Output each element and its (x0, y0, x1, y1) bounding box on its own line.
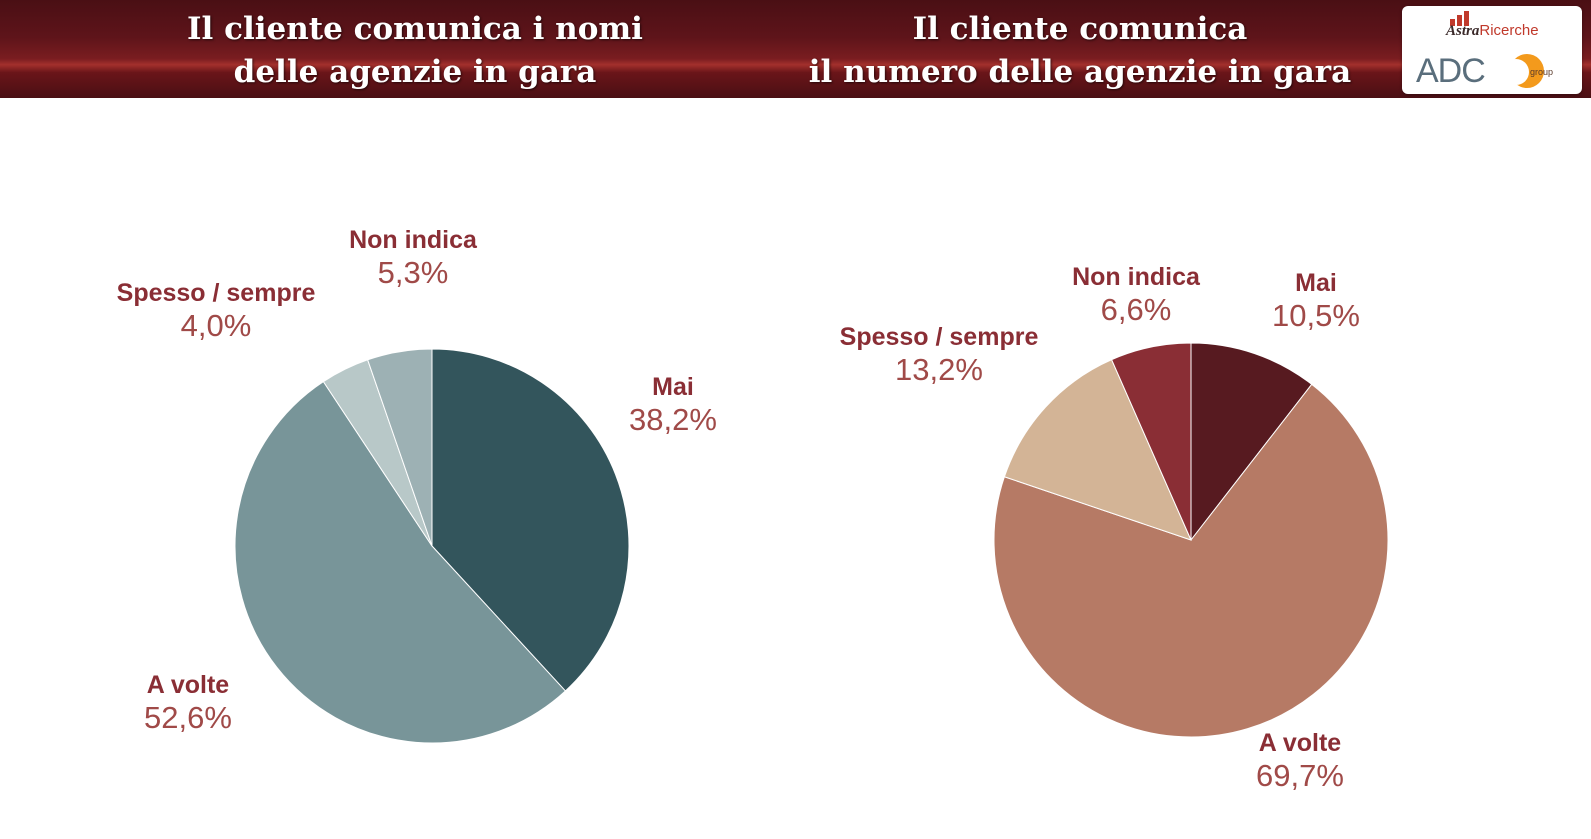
label-value: 13,2% (895, 352, 983, 387)
label-left-spesso-sempre: Spesso / sempre 4,0% (96, 278, 336, 344)
ricerche-logo-text: Ricerche (1479, 22, 1539, 39)
right-title-line-1: Il cliente comunica (912, 11, 1248, 47)
pie-charts (234, 342, 1389, 744)
label-value: 4,0% (180, 308, 252, 343)
label-name: A volte (1258, 729, 1342, 757)
label-left-non-indica: Non indica 5,3% (328, 225, 498, 291)
label-name: Non indica (1072, 263, 1200, 291)
label-right-non-indica: Non indica 6,6% (1051, 262, 1221, 328)
astra-ricerche-logo: AstraRicerche (1446, 22, 1539, 40)
label-name: A volte (146, 671, 230, 699)
pie-slice-non-indica (367, 348, 433, 547)
label-right-mai: Mai 10,5% (1236, 268, 1396, 334)
pie-slice-mai (1190, 342, 1313, 542)
company-logo: AstraRicerche ADC group (1402, 6, 1582, 94)
label-name: Mai (1295, 269, 1337, 297)
pie-chart-numero (993, 342, 1389, 738)
label-value: 38,2% (629, 402, 717, 437)
astra-bars-icon (1450, 11, 1469, 26)
label-name: Spesso / sempre (116, 279, 316, 307)
label-name: Non indica (349, 226, 477, 254)
left-title-line-2: delle agenzie in gara (233, 54, 597, 90)
left-title-line-1: Il cliente comunica i nomi (187, 11, 643, 47)
label-value: 6,6% (1100, 292, 1172, 327)
group-logo-text: group (1530, 67, 1554, 77)
label-left-mai: Mai 38,2% (593, 372, 753, 438)
label-value: 5,3% (377, 255, 449, 290)
label-right-spesso-sempre: Spesso / sempre 13,2% (819, 322, 1059, 388)
label-name: Spesso / sempre (839, 323, 1039, 351)
label-left-a-volte: A volte 52,6% (108, 670, 268, 736)
pie-slice-a-volte (993, 383, 1389, 738)
pie-slice-mai (431, 348, 630, 692)
label-value: 52,6% (144, 700, 232, 735)
adc-circle-inner (1503, 59, 1529, 85)
pie-slice-a-volte (234, 380, 567, 744)
label-value: 69,7% (1256, 758, 1344, 793)
left-chart-title: Il cliente comunica i nomi delle agenzie… (140, 8, 690, 94)
right-title-line-2: il numero delle agenzie in gara (808, 54, 1352, 90)
right-chart-title: Il cliente comunica il numero delle agen… (790, 8, 1370, 94)
label-right-a-volte: A volte 69,7% (1220, 728, 1380, 794)
pie-slice-non-indica (1110, 342, 1192, 541)
pie-chart-nomi (234, 348, 630, 744)
adc-logo-text: ADC (1416, 52, 1486, 90)
label-name: Mai (652, 373, 694, 401)
astra-logo-text: Astra (1446, 23, 1480, 39)
pie-slice-spesso-sempre (1003, 359, 1192, 541)
header-banner: Il cliente comunica i nomi delle agenzie… (0, 0, 1591, 98)
label-value: 10,5% (1272, 298, 1360, 333)
